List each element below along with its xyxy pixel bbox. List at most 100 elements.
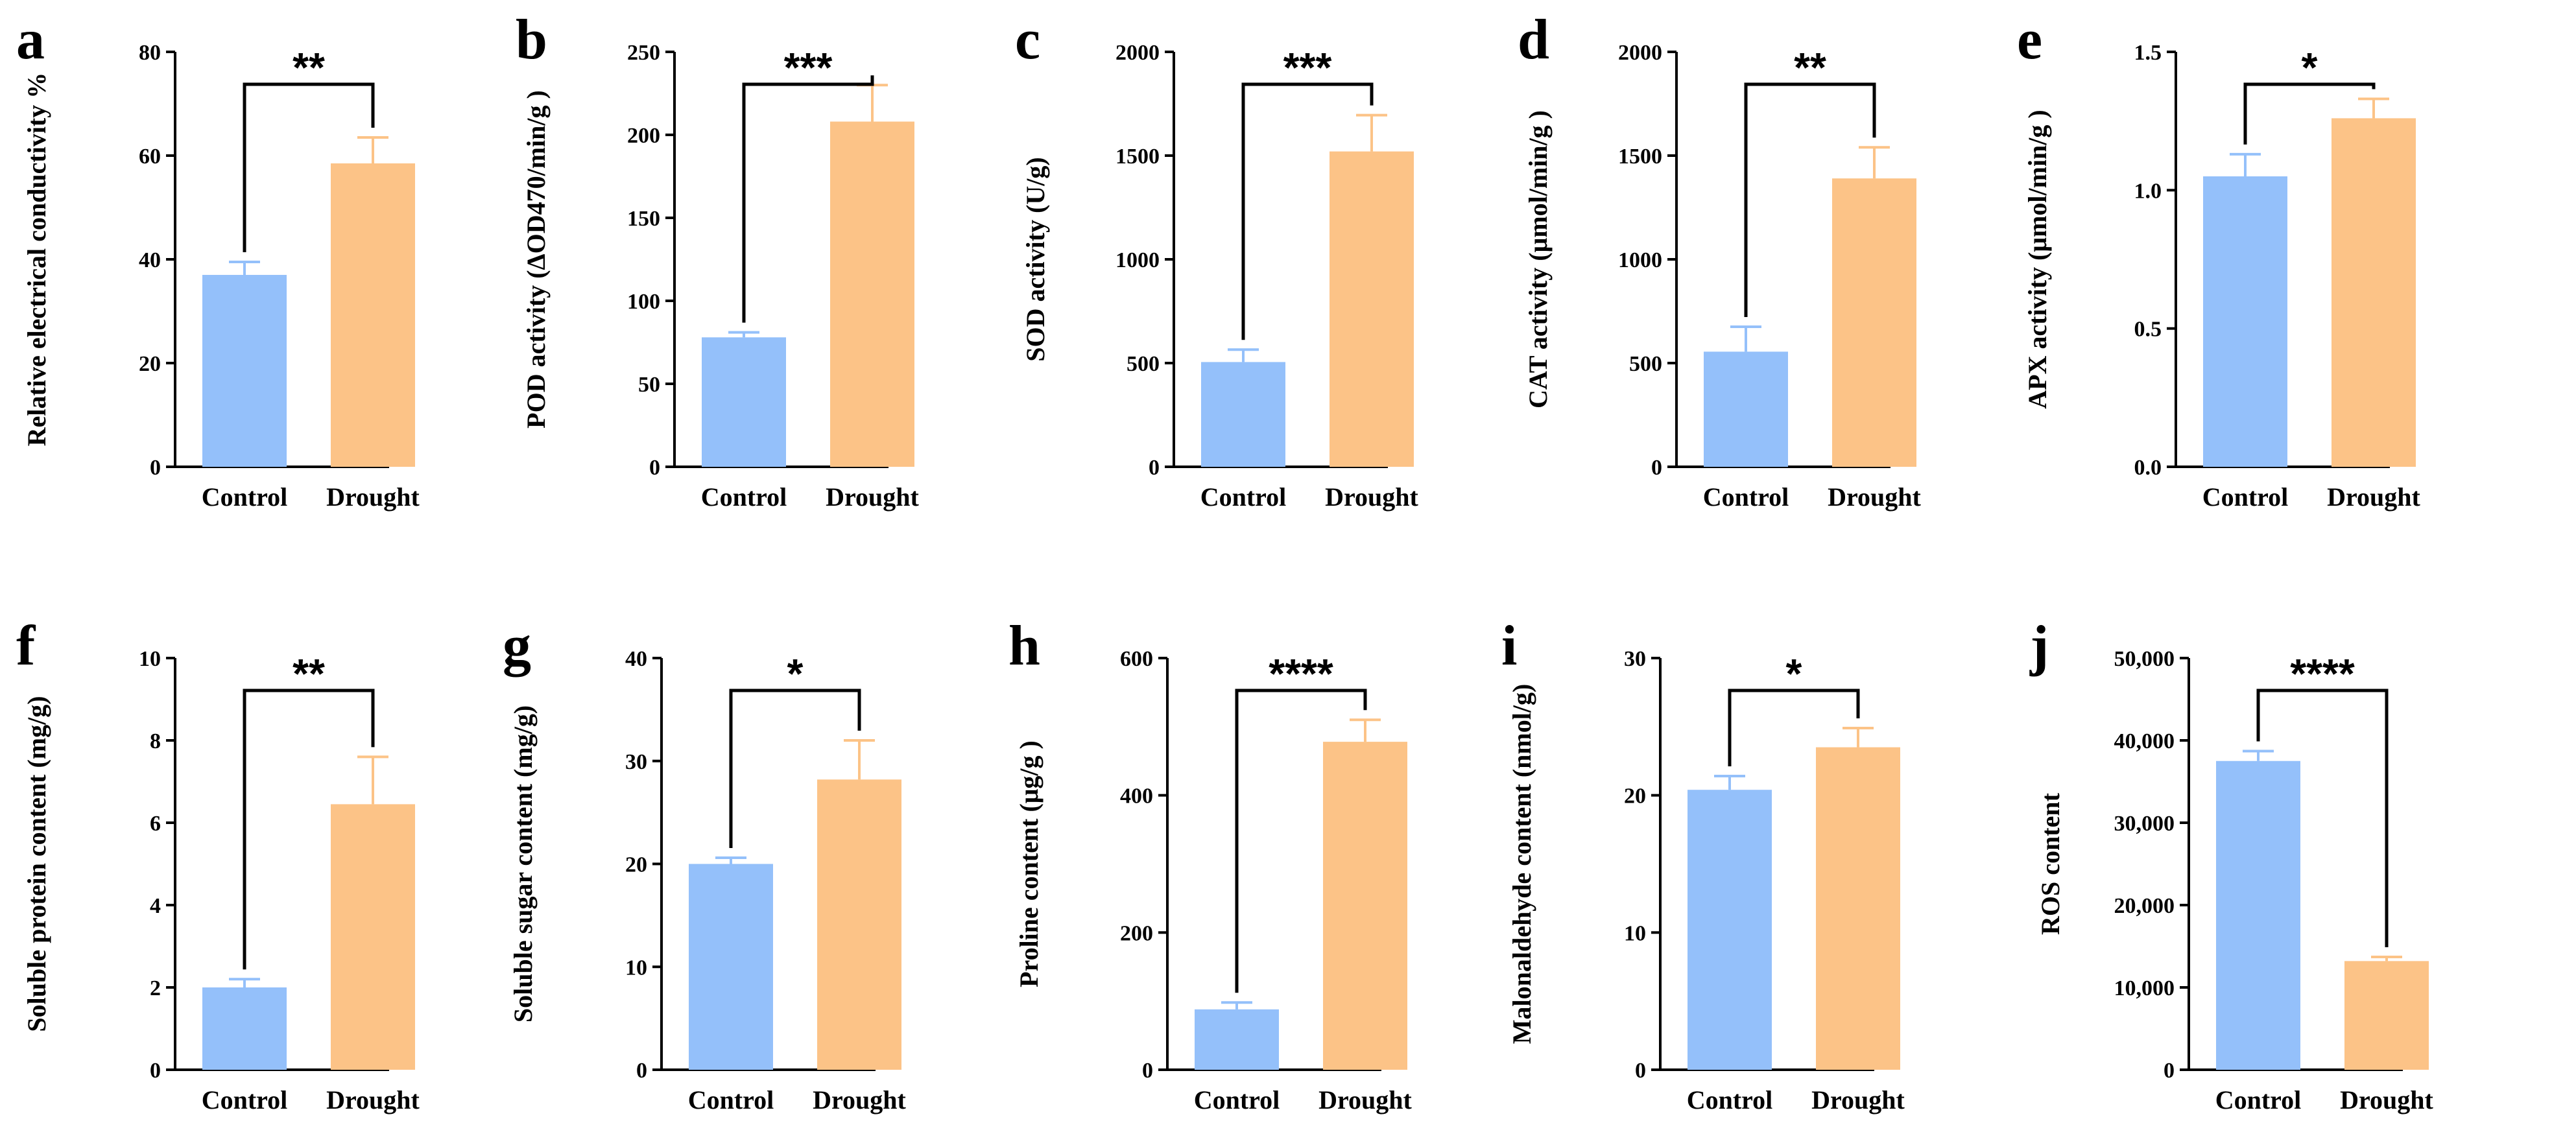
panel-letter: j: [2029, 615, 2049, 678]
significance-bracket: [243, 82, 375, 252]
bar-control: [702, 337, 786, 467]
y-axis-label: Proline content (μg/g ): [1014, 740, 1044, 987]
category-label-control: Control: [1200, 482, 1287, 512]
bar-drought: [331, 804, 415, 1070]
significance-stars: *: [2302, 44, 2318, 91]
bar-control: [1688, 790, 1772, 1070]
y-tick-label: 0: [636, 1059, 647, 1083]
category-label-control: Control: [701, 482, 787, 512]
y-tick-label: 1500: [1618, 145, 1662, 169]
panel-letter: d: [1518, 8, 1549, 71]
bar-drought: [1816, 747, 1900, 1070]
bar-control: [1704, 351, 1788, 467]
y-tick-label: 400: [1120, 784, 1153, 808]
significance-bracket: [2256, 689, 2389, 948]
significance-bracket: [742, 75, 874, 323]
panel-e: e 0.0 0.5 1.0 1.5 APX activity (μmol/min/g ) C…: [2017, 8, 2421, 512]
bar-drought: [2332, 118, 2416, 467]
y-tick-label: 0: [150, 1059, 161, 1083]
y-tick-label: 0: [1149, 456, 1160, 480]
panel-g: g 0 10 20 30 40 Soluble sugar content (mg/g) Co…: [503, 615, 907, 1114]
panel-c: c 0 500 1000 1500 2000 SOD activity (U/g) Contr…: [1015, 8, 1419, 512]
y-tick-label: 200: [1120, 921, 1153, 945]
y-tick-label: 1.5: [2134, 41, 2162, 65]
bar-drought: [817, 779, 901, 1070]
y-tick-label: 30: [625, 750, 647, 774]
panel-j: j 0 10,000 20,000 30,000 40,000 50,000 ROS cont…: [2029, 615, 2434, 1114]
category-label-drought: Drought: [826, 482, 919, 512]
y-tick-label: 6: [150, 812, 161, 836]
significance-bracket: [1241, 82, 1374, 340]
significance-bracket: [729, 689, 861, 848]
category-label-drought: Drought: [1811, 1085, 1905, 1114]
y-tick-label: 500: [1629, 352, 1662, 376]
y-axis-label: Soluble protein content (mg/g): [22, 696, 51, 1032]
bar-control: [202, 987, 287, 1070]
panel-a: a 0 20 40 60 80 Relative electrical conductivi…: [16, 8, 420, 512]
y-tick-label: 600: [1120, 647, 1153, 671]
y-tick-label: 0.5: [2134, 318, 2162, 342]
y-tick-label: 20,000: [2114, 894, 2175, 918]
y-tick-label: 0: [2164, 1059, 2175, 1083]
y-tick-label: 200: [627, 124, 660, 148]
bar-control: [1201, 362, 1285, 467]
bar-control: [2203, 176, 2287, 467]
category-label-drought: Drought: [1318, 1085, 1412, 1114]
panel-letter: b: [516, 8, 547, 71]
significance-stars: ***: [1283, 44, 1332, 91]
y-tick-label: 0: [1635, 1059, 1646, 1083]
y-tick-label: 1000: [1618, 248, 1662, 272]
significance-stars: ****: [2290, 650, 2355, 697]
panel-letter: f: [16, 615, 36, 678]
y-tick-label: 40: [139, 248, 161, 272]
category-label-control: Control: [1194, 1085, 1280, 1114]
y-tick-label: 50: [638, 373, 660, 397]
y-axis-label: POD activity (ΔOD470/min/g ): [521, 90, 551, 429]
panel-letter: g: [503, 615, 531, 678]
y-axis-label: Soluble sugar content (mg/g): [508, 705, 538, 1022]
significance-bracket: [1728, 689, 1860, 767]
category-label-control: Control: [1703, 482, 1789, 512]
category-label-drought: Drought: [1325, 482, 1418, 512]
category-label-control: Control: [2202, 482, 2289, 512]
y-tick-label: 20: [1624, 784, 1646, 808]
y-tick-label: 1.0: [2134, 179, 2162, 203]
y-axis-label: APX activity (μmol/min/g ): [2023, 110, 2052, 408]
y-axis-label: ROS content: [2036, 792, 2065, 935]
panel-d: d 0 500 1000 1500 2000 CAT activity (μmol/min/…: [1518, 8, 1922, 512]
y-axis-label: SOD activity (U/g): [1021, 157, 1050, 362]
bar-drought: [331, 163, 415, 467]
y-tick-label: 2000: [1115, 41, 1160, 65]
significance-stars: *: [787, 650, 804, 697]
y-tick-label: 0.0: [2134, 456, 2162, 480]
y-tick-label: 2000: [1618, 41, 1662, 65]
y-tick-label: 1000: [1115, 248, 1160, 272]
significance-stars: ****: [1269, 650, 1333, 697]
significance-bracket: [2243, 82, 2376, 145]
category-label-drought: Drought: [326, 482, 420, 512]
bar-control: [2216, 761, 2300, 1070]
y-tick-label: 30: [1624, 647, 1646, 671]
y-tick-label: 40: [625, 647, 647, 671]
y-tick-label: 250: [627, 41, 660, 65]
bar-drought: [2344, 961, 2429, 1070]
category-label-control: Control: [2215, 1085, 2302, 1114]
bar-drought: [830, 121, 914, 467]
y-tick-label: 10: [1624, 921, 1646, 945]
bar-drought: [1330, 151, 1414, 467]
panel-letter: a: [16, 8, 45, 71]
category-label-drought: Drought: [1828, 482, 1921, 512]
panel-f: f 0 2 4 6 8 10 Soluble protein content (mg/g) Co…: [16, 615, 420, 1114]
significance-stars: ***: [784, 44, 833, 91]
y-tick-label: 100: [627, 290, 660, 314]
y-axis-label: Malonaldehyde content (nmol/g): [1507, 684, 1536, 1044]
panel-letter: i: [1501, 615, 1517, 678]
category-label-control: Control: [202, 1085, 288, 1114]
y-axis-label: CAT activity (μmol/min/g ): [1523, 110, 1553, 408]
y-tick-label: 1500: [1115, 145, 1160, 169]
bar-control: [689, 864, 773, 1070]
significance-bracket: [1744, 82, 1876, 317]
bar-drought: [1832, 178, 1916, 467]
panel-i: i 0 10 20 30 Malonaldehyde content (nmol/g) Co…: [1501, 615, 1905, 1114]
y-axis-label: Relative electrical conductivity %: [22, 73, 51, 446]
